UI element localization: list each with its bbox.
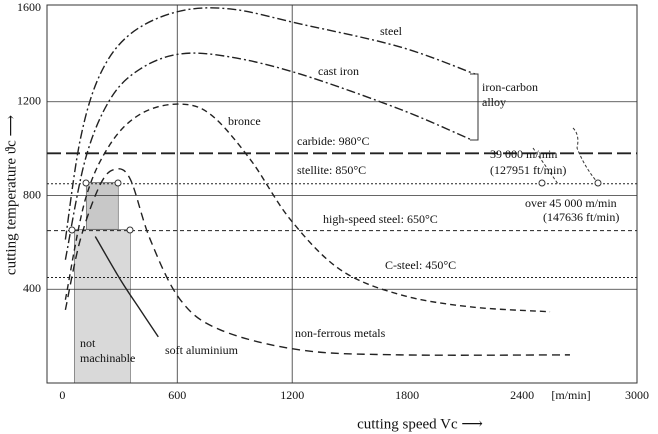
series-line — [64, 103, 551, 313]
annotation: machinable — [80, 351, 135, 365]
x-axis-title: cutting speed Vc ⟶ — [357, 416, 483, 432]
annotation: over 45 000 m/min — [525, 196, 617, 210]
bracket — [470, 73, 479, 141]
y-tick-label: 1600 — [17, 0, 41, 14]
series-label: soft aluminium — [165, 343, 239, 357]
threshold-label: C-steel: 450°C — [385, 258, 456, 272]
threshold-label: high-speed steel: 650°C — [323, 212, 438, 226]
annotation: (147636 ft/min) — [543, 210, 619, 224]
series-line — [64, 7, 476, 240]
marker — [538, 179, 546, 187]
x-tick-label: 2400 — [510, 388, 534, 402]
marker — [114, 179, 122, 187]
series-label: steel — [380, 24, 403, 38]
frame — [46, 4, 638, 384]
x-tick-label: 3000 — [625, 388, 649, 402]
plot: 400 800 1200 1600 0 600 1200 1800 2400 3000 carbid… — [17, 0, 649, 402]
marker — [68, 226, 76, 234]
series-label: non-ferrous metals — [295, 326, 386, 340]
speed-curve — [532, 147, 559, 185]
marker — [594, 179, 602, 187]
threshold-label: stellite: 850°C — [297, 163, 366, 177]
annotation: alloy — [482, 95, 506, 109]
speed-curve — [572, 127, 599, 184]
y-tick-label: 800 — [23, 187, 41, 201]
region — [74, 229, 131, 384]
series-label: bronce — [228, 114, 261, 128]
y-tick-label: 1200 — [17, 94, 41, 108]
x-tick-label: 0 — [59, 388, 65, 402]
series-line — [64, 52, 471, 260]
annotation: iron-carbon — [482, 80, 538, 94]
x-tick-label: 1200 — [280, 388, 304, 402]
annotation: 39 000 m/min — [490, 147, 557, 161]
annotation: (127951 ft/min) — [490, 163, 566, 177]
series-line — [94, 236, 159, 338]
x-tick-label: 600 — [168, 388, 186, 402]
y-tick-label: 400 — [23, 281, 41, 295]
annotation: not — [80, 336, 96, 350]
marker — [82, 179, 90, 187]
x-tick-label: 1800 — [395, 388, 419, 402]
series-line — [64, 168, 570, 356]
threshold-label: carbide: 980°C — [297, 134, 369, 148]
x-unit: [m/min] — [551, 388, 590, 402]
series-label: cast iron — [318, 64, 359, 78]
marker — [126, 226, 134, 234]
y-axis-title: cutting temperature ϑc ⟶ — [3, 115, 19, 275]
